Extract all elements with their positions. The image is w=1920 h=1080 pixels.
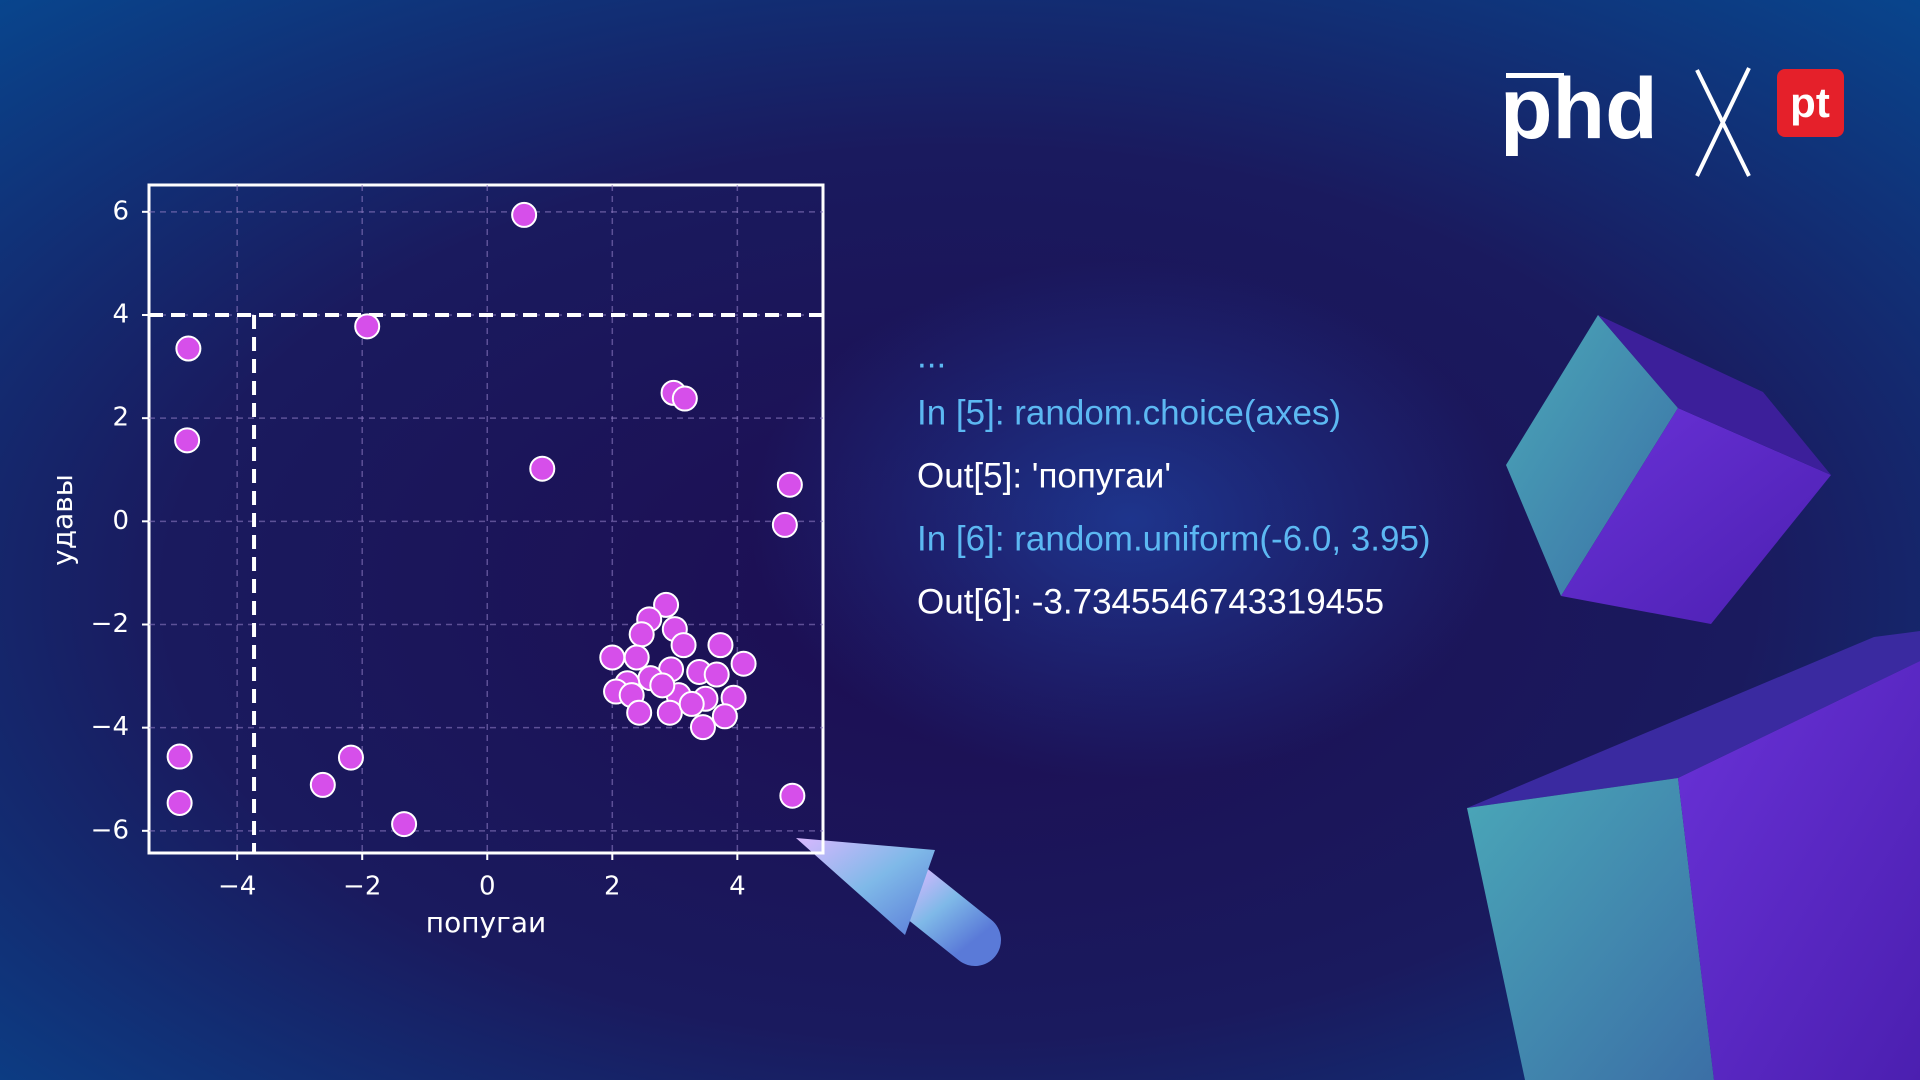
point <box>529 455 556 482</box>
x-tick-label: −2 <box>343 872 381 902</box>
console-line: In [5]: random.choice(axes) <box>917 393 1341 432</box>
point <box>689 714 716 741</box>
point <box>309 771 336 798</box>
point <box>599 644 626 671</box>
point <box>623 644 650 671</box>
point <box>671 385 698 412</box>
point <box>771 511 798 538</box>
logo-badge: pt <box>1790 79 1830 126</box>
y-tick-label: 4 <box>112 299 129 329</box>
point <box>711 703 738 730</box>
logo: phd pt <box>1500 61 1844 177</box>
point <box>166 789 193 816</box>
y-tick-label: −4 <box>91 712 129 742</box>
cube-top <box>1506 315 1831 624</box>
point <box>175 335 202 362</box>
logo-text: phd <box>1500 61 1658 157</box>
console-line: ... <box>917 336 946 375</box>
console-line: In [6]: random.uniform(-6.0, 3.95) <box>917 519 1431 558</box>
point <box>628 621 655 648</box>
console-line: Out[5]: 'попугаи' <box>917 456 1171 495</box>
y-tick-label: −2 <box>91 609 129 639</box>
point <box>730 650 757 677</box>
x-tick-label: 4 <box>729 872 746 902</box>
y-tick-label: −6 <box>91 815 129 845</box>
point <box>391 811 418 838</box>
y-tick-label: 0 <box>112 506 129 536</box>
x-tick-label: 0 <box>479 872 496 902</box>
x-axis-label: попугаи <box>426 906 546 939</box>
cube-bottom <box>1467 631 1920 1080</box>
point <box>174 427 201 454</box>
point <box>653 591 680 618</box>
x-tick-label: 2 <box>604 872 621 902</box>
y-tick-label: 2 <box>112 403 129 433</box>
console-line: Out[6]: -3.7345546743319455 <box>917 582 1384 621</box>
point <box>670 632 697 659</box>
y-tick-label: 6 <box>112 196 129 226</box>
point <box>703 661 730 688</box>
point <box>354 313 381 340</box>
point <box>776 471 803 498</box>
point <box>707 632 734 659</box>
point <box>649 672 676 699</box>
glow <box>750 260 1510 780</box>
plot-area <box>147 183 825 855</box>
cursor <box>796 838 1001 966</box>
point <box>656 699 683 726</box>
point <box>166 743 193 770</box>
point <box>779 782 806 809</box>
point <box>626 699 653 726</box>
x-tick-label: −4 <box>218 872 256 902</box>
y-axis-label: удавы <box>46 474 79 566</box>
point <box>511 201 538 228</box>
point <box>678 690 705 717</box>
point <box>337 744 364 771</box>
